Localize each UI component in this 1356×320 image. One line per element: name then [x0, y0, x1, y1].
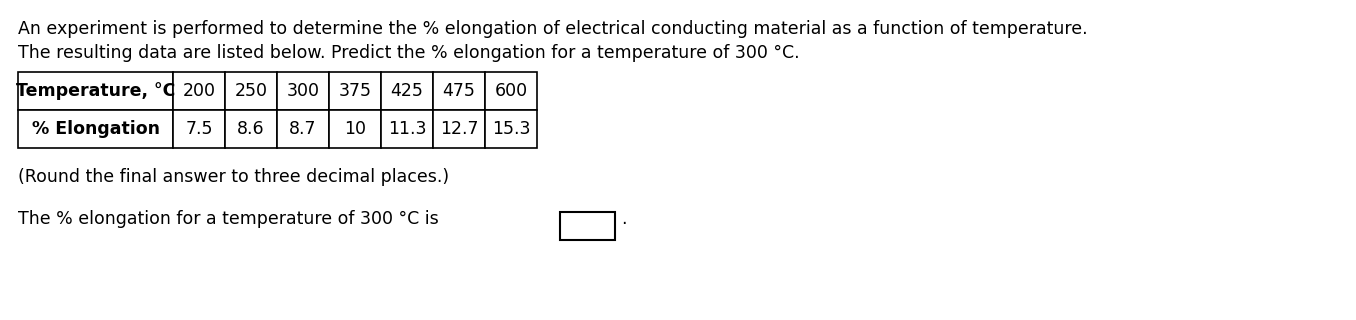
Text: An experiment is performed to determine the % elongation of electrical conductin: An experiment is performed to determine …: [18, 20, 1088, 38]
Text: 425: 425: [391, 82, 423, 100]
Bar: [381, 110, 433, 148]
Text: 12.7: 12.7: [439, 120, 479, 138]
Bar: [225, 110, 277, 148]
Bar: [433, 72, 485, 110]
Text: 200: 200: [183, 82, 216, 100]
Bar: [485, 110, 537, 148]
Bar: [277, 72, 330, 110]
Bar: [18, 110, 174, 148]
Text: 475: 475: [442, 82, 476, 100]
Bar: [330, 72, 381, 110]
Bar: [485, 72, 537, 110]
Text: 8.7: 8.7: [289, 120, 317, 138]
Text: 8.6: 8.6: [237, 120, 264, 138]
Bar: [174, 72, 225, 110]
Bar: [18, 72, 174, 110]
Text: 15.3: 15.3: [492, 120, 530, 138]
Bar: [560, 212, 616, 240]
Text: (Round the final answer to three decimal places.): (Round the final answer to three decimal…: [18, 168, 449, 186]
Bar: [277, 110, 330, 148]
Text: 7.5: 7.5: [186, 120, 213, 138]
Text: % Elongation: % Elongation: [31, 120, 160, 138]
Text: 11.3: 11.3: [388, 120, 426, 138]
Text: 10: 10: [344, 120, 366, 138]
Text: The % elongation for a temperature of 300 °C is: The % elongation for a temperature of 30…: [18, 210, 439, 228]
Text: .: .: [621, 210, 626, 228]
Bar: [225, 72, 277, 110]
Text: 600: 600: [495, 82, 527, 100]
Bar: [433, 110, 485, 148]
Bar: [174, 110, 225, 148]
Bar: [381, 72, 433, 110]
Text: 300: 300: [286, 82, 320, 100]
Text: The resulting data are listed below. Predict the % elongation for a temperature : The resulting data are listed below. Pre…: [18, 44, 800, 62]
Text: 250: 250: [235, 82, 267, 100]
Text: 375: 375: [339, 82, 372, 100]
Text: Temperature, °C: Temperature, °C: [16, 82, 175, 100]
Bar: [330, 110, 381, 148]
